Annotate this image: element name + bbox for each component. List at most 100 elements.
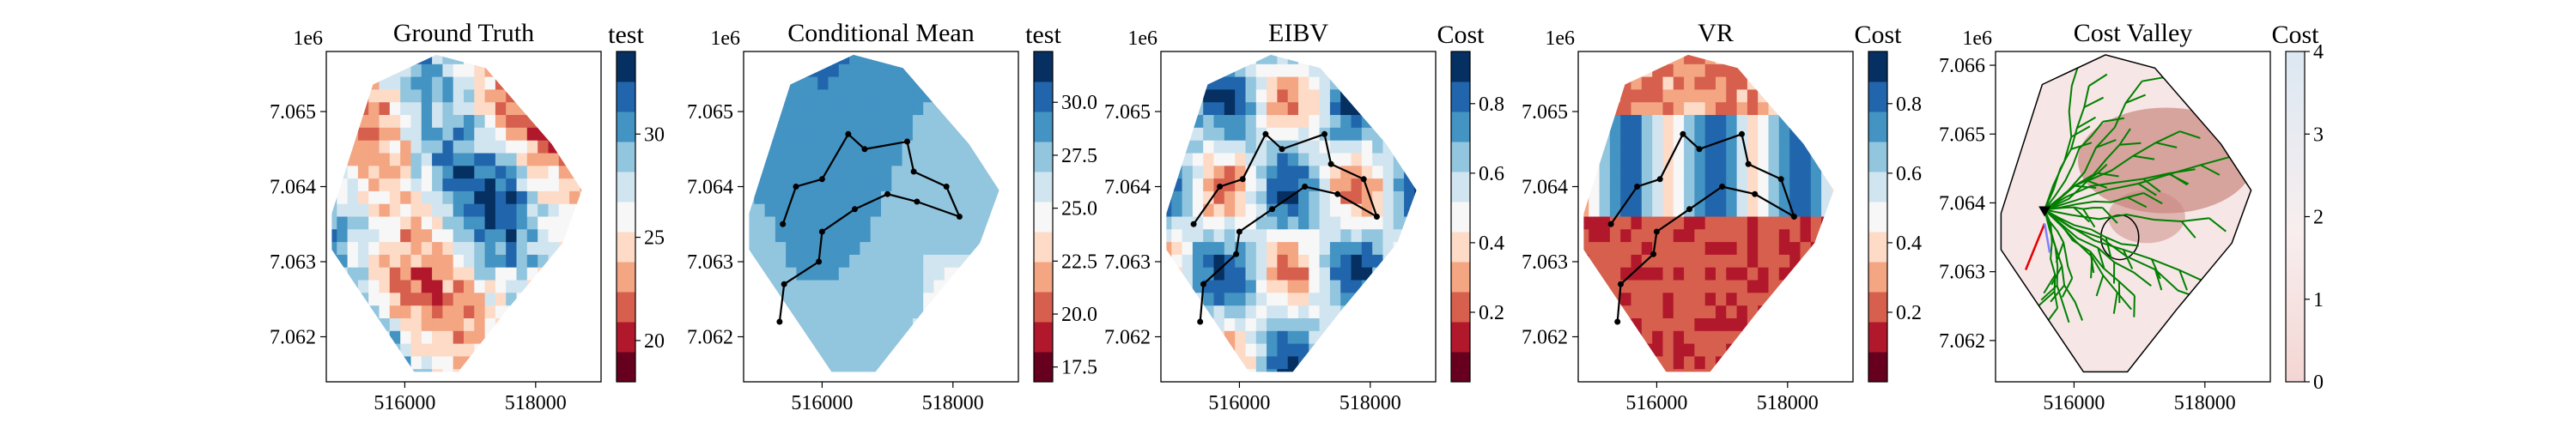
field-cell xyxy=(389,140,401,154)
field-cell xyxy=(1589,54,1601,65)
field-cell xyxy=(1414,63,1417,78)
field-cell xyxy=(754,140,766,154)
field-cell xyxy=(1319,229,1331,243)
field-cell xyxy=(1609,356,1621,370)
field-cell xyxy=(1340,102,1352,116)
field-cell xyxy=(944,89,956,103)
field-cell xyxy=(955,54,967,65)
field-cell xyxy=(1298,293,1309,306)
field-cell xyxy=(1319,115,1331,129)
field-cell xyxy=(1309,254,1321,269)
field-cell xyxy=(860,293,872,306)
field-cell xyxy=(1620,305,1632,319)
field-cell xyxy=(1609,89,1621,103)
field-cell xyxy=(347,102,359,116)
field-cell xyxy=(1684,153,1695,166)
field-cell xyxy=(933,280,945,293)
tree-branch xyxy=(2044,130,2181,211)
field-cell xyxy=(474,54,486,65)
field-cell xyxy=(1609,127,1621,142)
field-cell xyxy=(1309,242,1321,256)
field-cell xyxy=(442,127,454,142)
field-cell xyxy=(997,153,999,166)
field-cell xyxy=(347,267,359,281)
field-cell xyxy=(495,280,507,293)
field-cell xyxy=(1768,76,1780,90)
field-cell xyxy=(1832,102,1834,116)
field-cell xyxy=(558,166,570,179)
field-cell xyxy=(1182,356,1194,370)
field-cell xyxy=(442,190,454,205)
field-cell xyxy=(891,356,903,370)
field-cell xyxy=(902,203,914,218)
colorbar-segment xyxy=(1451,292,1470,323)
field-cell xyxy=(1716,166,1727,179)
field-cell xyxy=(838,330,850,345)
field-cell xyxy=(1726,356,1738,370)
field-cell xyxy=(569,190,580,205)
field-cell xyxy=(1620,76,1632,90)
field-cell xyxy=(775,356,787,370)
field-cell xyxy=(474,178,486,192)
field-cell xyxy=(1277,102,1289,116)
field-cell xyxy=(1620,203,1632,218)
field-cell xyxy=(1726,203,1738,218)
field-cell xyxy=(933,115,945,129)
field-cell xyxy=(1736,153,1748,166)
field-cell xyxy=(923,305,935,319)
field-cell xyxy=(442,356,454,370)
field-cell xyxy=(881,343,892,357)
field-cell xyxy=(379,343,391,357)
field-cell xyxy=(1652,293,1664,306)
field-cell xyxy=(591,318,602,331)
field-cell xyxy=(400,318,412,332)
field-cell xyxy=(1372,102,1384,116)
field-cell xyxy=(379,115,391,129)
field-cell xyxy=(495,318,507,332)
field-cell xyxy=(558,63,570,78)
path-waypoint xyxy=(1696,146,1703,153)
field-cell xyxy=(860,89,872,103)
field-cell xyxy=(474,153,486,166)
field-cell xyxy=(987,254,998,269)
field-cell xyxy=(923,76,935,90)
path-waypoint xyxy=(776,318,783,325)
field-cell xyxy=(331,318,337,332)
field-cell xyxy=(526,242,538,256)
path-waypoint xyxy=(845,130,852,137)
field-cell xyxy=(1673,63,1685,78)
field-cell xyxy=(764,369,776,372)
field-cell xyxy=(591,115,602,128)
field-cell xyxy=(965,76,977,90)
field-cell xyxy=(432,369,443,372)
field-cell xyxy=(368,318,380,332)
field-cell xyxy=(1694,216,1706,230)
field-cell xyxy=(1673,330,1685,345)
field-cell xyxy=(400,280,412,293)
field-cell xyxy=(786,153,798,166)
field-cell xyxy=(1631,54,1643,65)
field-cell xyxy=(786,293,798,306)
tree-branch xyxy=(2097,247,2105,269)
field-cell xyxy=(1589,330,1601,345)
field-cell xyxy=(337,318,349,332)
field-cell xyxy=(965,190,977,205)
field-cell xyxy=(1758,140,1770,154)
field-cell xyxy=(442,305,454,319)
path-waypoint xyxy=(861,146,868,153)
field-cell xyxy=(548,166,560,179)
field-cell xyxy=(337,166,349,179)
field-cell xyxy=(1192,76,1204,90)
field-cell xyxy=(1224,229,1236,243)
candidate-arrow xyxy=(2024,223,2046,270)
field-cell xyxy=(1372,254,1384,269)
field-cell xyxy=(1166,216,1172,230)
field-cell xyxy=(453,115,465,129)
field-cell xyxy=(548,203,560,218)
field-cell xyxy=(421,318,433,332)
field-cell xyxy=(1171,102,1183,116)
field-cell xyxy=(474,229,486,243)
field-cell xyxy=(775,115,787,129)
field-cell xyxy=(1224,115,1236,129)
field-cell xyxy=(1758,330,1770,345)
